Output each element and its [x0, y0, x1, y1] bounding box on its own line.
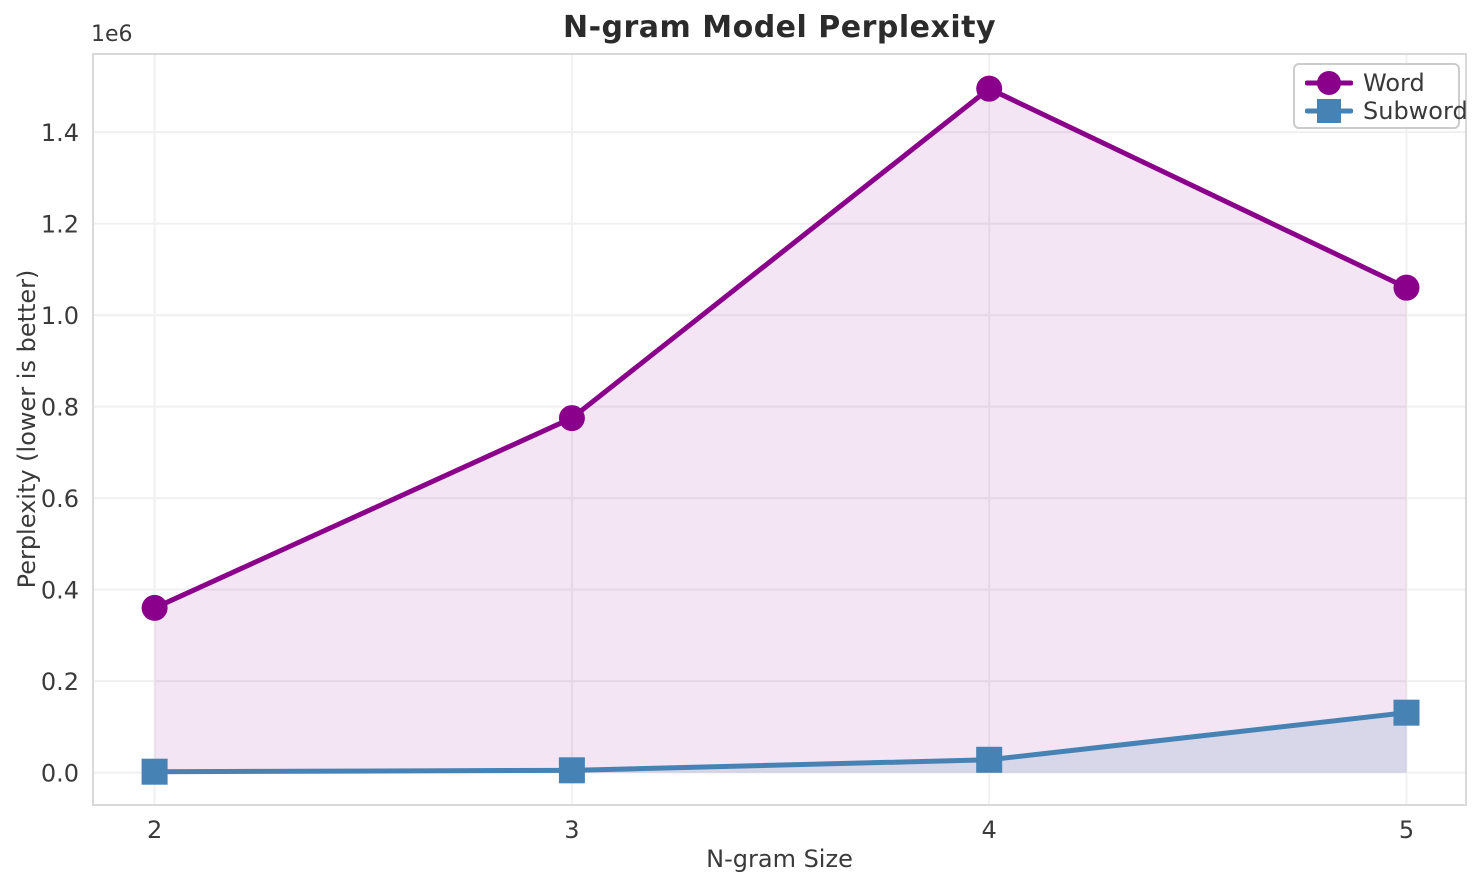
subword-fill-area — [154, 712, 1407, 773]
word-line — [152, 86, 1409, 611]
word-line-marker-icon — [1305, 71, 1353, 95]
x-axis-label: N-gram Size — [706, 845, 853, 873]
subword-line — [152, 710, 1409, 775]
subword-marker — [1393, 699, 1420, 726]
word-marker — [976, 75, 1003, 102]
x-tick-label: 3 — [564, 816, 579, 844]
y-tick-label: 1.4 — [41, 119, 79, 147]
plot-border — [92, 53, 1467, 806]
x-tick-label: 5 — [1399, 816, 1414, 844]
word-marker — [141, 594, 168, 621]
y-axis-offset-label: 1e6 — [91, 22, 133, 47]
legend: Word Subword — [1293, 63, 1468, 129]
subword-marker — [141, 758, 168, 785]
word-fill-area — [154, 88, 1407, 773]
y-tick-label: 0.4 — [41, 577, 79, 605]
subword-marker — [558, 757, 585, 784]
y-tick-label: 1.0 — [41, 302, 79, 330]
x-tick-label: 4 — [982, 816, 997, 844]
legend-label-subword: Subword — [1363, 97, 1468, 125]
legend-item-subword: Subword — [1305, 97, 1468, 125]
y-tick-label: 0.2 — [41, 668, 79, 696]
legend-item-word: Word — [1305, 69, 1448, 97]
y-tick-label: 0.6 — [41, 485, 79, 513]
y-tick-label: 1.2 — [41, 211, 79, 239]
y-axis-label: Perplexity (lower is better) — [13, 269, 41, 589]
subword-line-marker-icon — [1305, 99, 1353, 123]
subword-marker — [976, 746, 1003, 773]
y-tick-label: 0.0 — [41, 760, 79, 788]
word-marker — [558, 405, 585, 432]
x-tick-label: 2 — [147, 816, 162, 844]
y-tick-label: 0.8 — [41, 394, 79, 422]
legend-label-word: Word — [1363, 69, 1425, 97]
word-marker — [1393, 274, 1420, 301]
chart-title: N-gram Model Perplexity — [562, 10, 997, 45]
